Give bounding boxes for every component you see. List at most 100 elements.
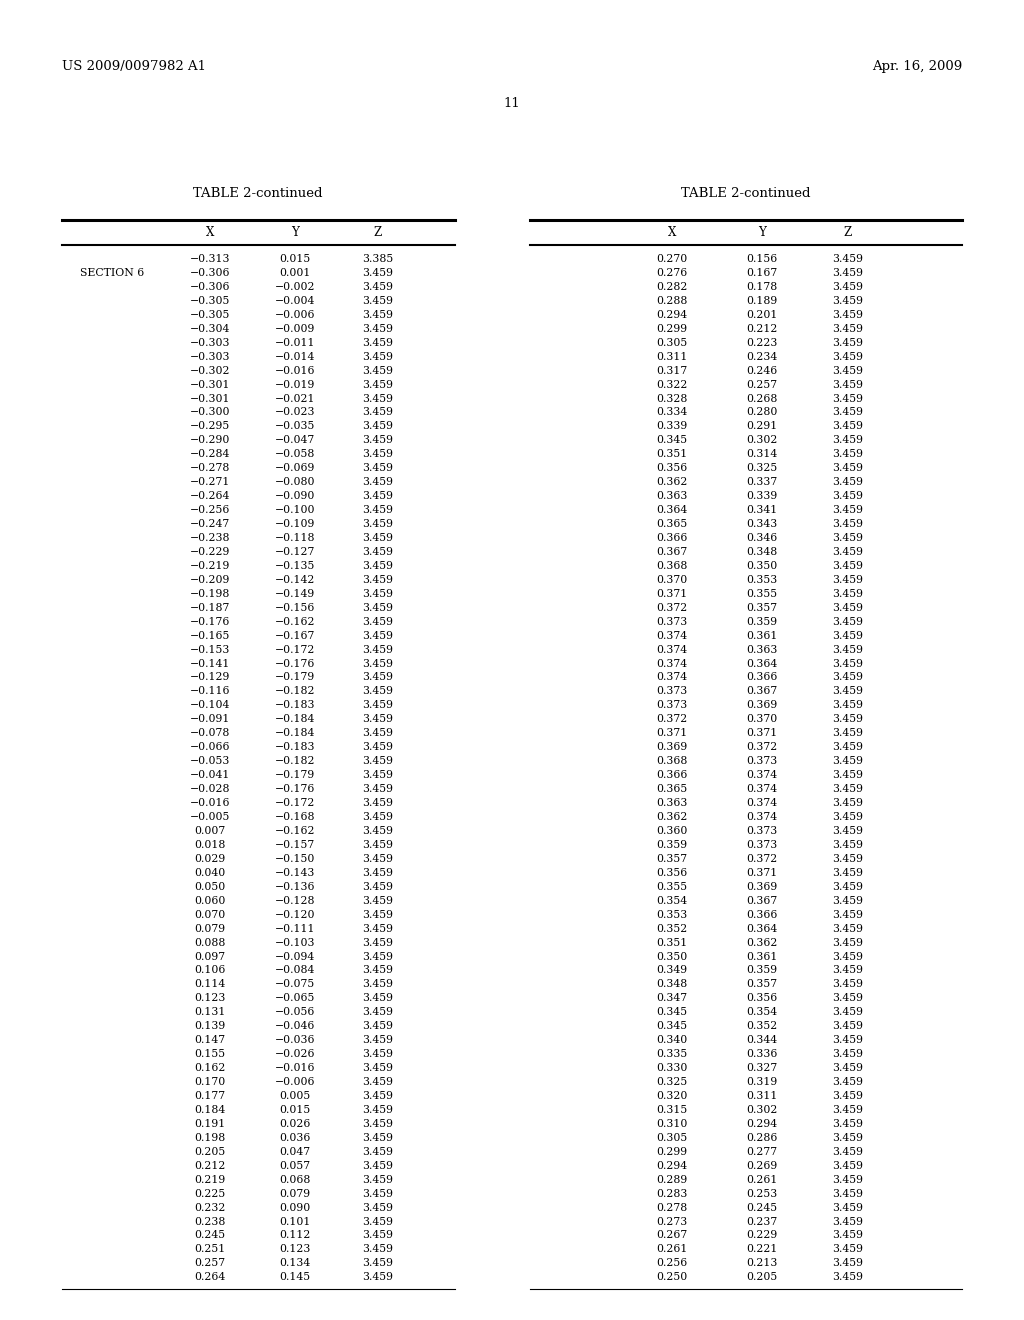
Text: 3.459: 3.459 bbox=[362, 1160, 393, 1171]
Text: 0.018: 0.018 bbox=[195, 840, 225, 850]
Text: 0.001: 0.001 bbox=[280, 268, 310, 279]
Text: 3.459: 3.459 bbox=[833, 1133, 863, 1143]
Text: 0.178: 0.178 bbox=[746, 282, 777, 292]
Text: 3.459: 3.459 bbox=[362, 561, 393, 570]
Text: 0.367: 0.367 bbox=[746, 896, 777, 906]
Text: 0.322: 0.322 bbox=[656, 380, 688, 389]
Text: 3.459: 3.459 bbox=[362, 268, 393, 279]
Text: 0.299: 0.299 bbox=[656, 1147, 687, 1156]
Text: 3.459: 3.459 bbox=[362, 1007, 393, 1018]
Text: 0.047: 0.047 bbox=[280, 1147, 310, 1156]
Text: −0.238: −0.238 bbox=[189, 533, 230, 543]
Text: 0.269: 0.269 bbox=[746, 1160, 777, 1171]
Text: 0.372: 0.372 bbox=[656, 714, 688, 725]
Text: 0.371: 0.371 bbox=[656, 589, 688, 599]
Text: 3.459: 3.459 bbox=[362, 463, 393, 474]
Text: −0.301: −0.301 bbox=[189, 380, 230, 389]
Text: 0.372: 0.372 bbox=[656, 603, 688, 612]
Text: 0.134: 0.134 bbox=[280, 1258, 310, 1269]
Text: 3.459: 3.459 bbox=[833, 1092, 863, 1101]
Text: −0.002: −0.002 bbox=[274, 282, 315, 292]
Text: 3.459: 3.459 bbox=[362, 686, 393, 697]
Text: 3.459: 3.459 bbox=[362, 729, 393, 738]
Text: 0.352: 0.352 bbox=[656, 924, 688, 933]
Text: 0.139: 0.139 bbox=[195, 1022, 225, 1031]
Text: 0.278: 0.278 bbox=[656, 1203, 688, 1213]
Text: 0.359: 0.359 bbox=[746, 965, 777, 975]
Text: 3.459: 3.459 bbox=[833, 909, 863, 920]
Text: −0.305: −0.305 bbox=[189, 310, 230, 319]
Text: 0.359: 0.359 bbox=[746, 616, 777, 627]
Text: −0.141: −0.141 bbox=[189, 659, 230, 668]
Text: 3.459: 3.459 bbox=[833, 952, 863, 961]
Text: 3.459: 3.459 bbox=[362, 1175, 393, 1184]
Text: 3.459: 3.459 bbox=[362, 533, 393, 543]
Text: 0.354: 0.354 bbox=[656, 896, 687, 906]
Text: 3.459: 3.459 bbox=[362, 994, 393, 1003]
Text: −0.104: −0.104 bbox=[189, 701, 230, 710]
Text: 0.367: 0.367 bbox=[656, 546, 688, 557]
Text: 3.459: 3.459 bbox=[833, 253, 863, 264]
Text: 0.357: 0.357 bbox=[746, 979, 777, 990]
Text: 0.280: 0.280 bbox=[746, 408, 777, 417]
Text: 0.261: 0.261 bbox=[746, 1175, 777, 1184]
Text: 0.366: 0.366 bbox=[656, 770, 688, 780]
Text: 0.374: 0.374 bbox=[656, 644, 687, 655]
Text: −0.209: −0.209 bbox=[189, 574, 230, 585]
Text: 0.356: 0.356 bbox=[656, 867, 688, 878]
Text: −0.149: −0.149 bbox=[274, 589, 315, 599]
Text: 3.459: 3.459 bbox=[362, 826, 393, 836]
Text: 0.359: 0.359 bbox=[656, 840, 687, 850]
Text: 0.353: 0.353 bbox=[656, 909, 688, 920]
Text: 3.459: 3.459 bbox=[833, 351, 863, 362]
Text: 0.355: 0.355 bbox=[746, 589, 777, 599]
Text: 0.366: 0.366 bbox=[656, 533, 688, 543]
Text: −0.041: −0.041 bbox=[189, 770, 230, 780]
Text: 0.343: 0.343 bbox=[746, 519, 777, 529]
Text: 0.257: 0.257 bbox=[195, 1258, 225, 1269]
Text: 3.459: 3.459 bbox=[833, 519, 863, 529]
Text: 3.459: 3.459 bbox=[833, 282, 863, 292]
Text: 0.371: 0.371 bbox=[746, 867, 777, 878]
Text: 0.369: 0.369 bbox=[746, 882, 777, 892]
Text: 3.459: 3.459 bbox=[362, 672, 393, 682]
Text: 3.459: 3.459 bbox=[833, 268, 863, 279]
Text: 0.234: 0.234 bbox=[746, 351, 777, 362]
Text: 0.026: 0.026 bbox=[280, 1119, 310, 1129]
Text: 0.250: 0.250 bbox=[656, 1272, 688, 1282]
Text: 0.373: 0.373 bbox=[746, 840, 777, 850]
Text: 0.364: 0.364 bbox=[656, 506, 688, 515]
Text: 0.229: 0.229 bbox=[746, 1230, 777, 1241]
Text: 0.162: 0.162 bbox=[195, 1063, 225, 1073]
Text: −0.065: −0.065 bbox=[274, 994, 315, 1003]
Text: 3.459: 3.459 bbox=[833, 714, 863, 725]
Text: 0.015: 0.015 bbox=[280, 253, 310, 264]
Text: −0.176: −0.176 bbox=[189, 616, 230, 627]
Text: 0.319: 0.319 bbox=[746, 1077, 777, 1088]
Text: −0.162: −0.162 bbox=[274, 826, 315, 836]
Text: −0.219: −0.219 bbox=[189, 561, 230, 570]
Text: 3.459: 3.459 bbox=[833, 574, 863, 585]
Text: 0.155: 0.155 bbox=[195, 1049, 225, 1059]
Text: −0.165: −0.165 bbox=[189, 631, 230, 640]
Text: 3.459: 3.459 bbox=[833, 937, 863, 948]
Text: 0.167: 0.167 bbox=[746, 268, 777, 279]
Text: 0.256: 0.256 bbox=[656, 1258, 688, 1269]
Text: 3.459: 3.459 bbox=[833, 1007, 863, 1018]
Text: 0.268: 0.268 bbox=[746, 393, 777, 404]
Text: 3.459: 3.459 bbox=[362, 1063, 393, 1073]
Text: −0.305: −0.305 bbox=[189, 296, 230, 306]
Text: 3.459: 3.459 bbox=[362, 603, 393, 612]
Text: 3.459: 3.459 bbox=[362, 924, 393, 933]
Text: 0.191: 0.191 bbox=[195, 1119, 225, 1129]
Text: 3.459: 3.459 bbox=[362, 1230, 393, 1241]
Text: 0.373: 0.373 bbox=[746, 826, 777, 836]
Text: −0.103: −0.103 bbox=[274, 937, 315, 948]
Text: 0.351: 0.351 bbox=[656, 937, 688, 948]
Text: 0.156: 0.156 bbox=[746, 253, 777, 264]
Text: 3.459: 3.459 bbox=[362, 896, 393, 906]
Text: 3.459: 3.459 bbox=[362, 867, 393, 878]
Text: 3.459: 3.459 bbox=[833, 1188, 863, 1199]
Text: 0.373: 0.373 bbox=[656, 616, 688, 627]
Text: 3.459: 3.459 bbox=[362, 1092, 393, 1101]
